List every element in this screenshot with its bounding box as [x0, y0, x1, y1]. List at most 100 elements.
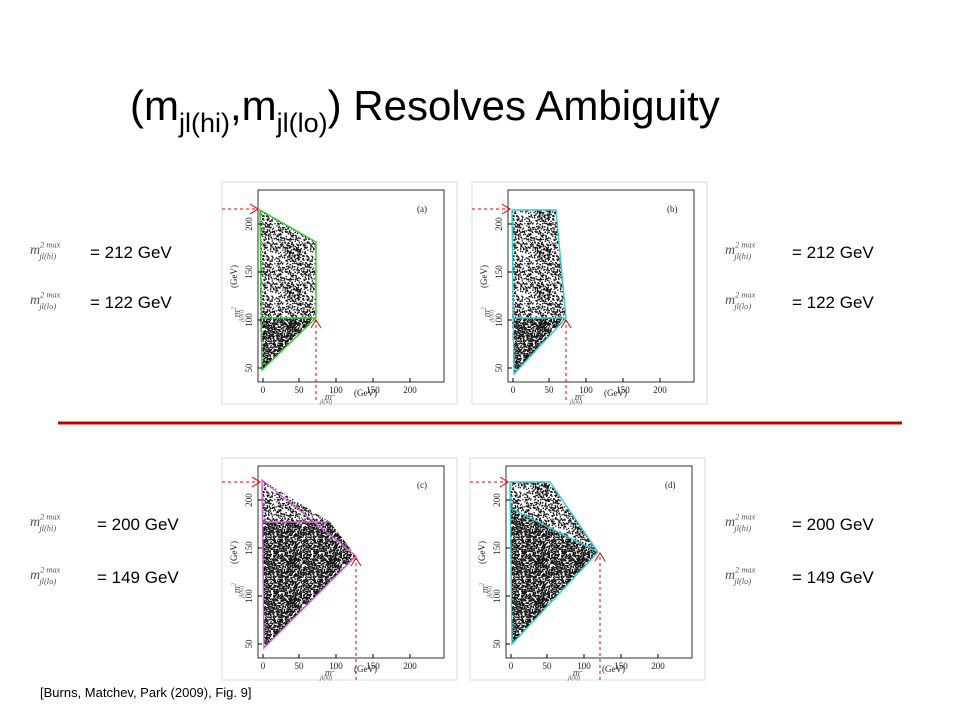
y-tick-label: 200	[244, 493, 254, 507]
annotation-value: = 122 GeV	[792, 293, 874, 312]
sym-sub: jl(lo)	[38, 302, 56, 311]
plot-frame	[507, 189, 695, 383]
x-axis-label: m2 jl(lo) (GeV)	[319, 664, 377, 682]
annotation-value: = 122 GeV	[90, 293, 172, 312]
sym-base: m	[575, 392, 582, 403]
title-sub: jl(hi)	[178, 108, 230, 138]
sym-sup: 2	[482, 307, 488, 310]
sym-sub: jl(hi)	[239, 310, 246, 323]
y-tick-label: 100	[244, 313, 254, 327]
math-symbol: m2jl(hi)	[232, 307, 246, 323]
y-tick-label: 50	[244, 363, 254, 373]
annotation-value: = 200 GeV	[792, 515, 874, 534]
region-outline	[261, 478, 358, 650]
sym-sub: jl(lo)	[733, 302, 751, 311]
sym-sup: 2	[332, 668, 335, 674]
region-dark	[262, 522, 356, 648]
x-axis-unit: (GeV)	[604, 388, 627, 398]
sym-base: m	[325, 392, 332, 403]
y-tick-label: 150	[244, 541, 254, 555]
panel-label: (b)	[667, 204, 678, 214]
math-symbol: m2 jl(lo)	[569, 392, 585, 406]
sym-base: m	[725, 515, 735, 530]
x-tick-label: 200	[403, 661, 417, 671]
y-axis-label: m2jl(hi) (GeV)	[229, 541, 246, 599]
panel-bg	[471, 181, 708, 405]
math-symbol: m2jl(hi)	[480, 583, 494, 599]
region-light	[512, 210, 566, 318]
x-axis-label: m2 jl(lo) (GeV)	[567, 664, 625, 682]
y-axis-unit: (GeV)	[229, 541, 239, 564]
sym-sup: 2	[232, 307, 238, 310]
annotation-value: = 149 GeV	[792, 568, 874, 587]
math-symbol: m2 jl(lo)	[319, 668, 335, 682]
x-tick-label: 150	[614, 661, 628, 671]
region-light	[262, 480, 330, 522]
sym-sub: jl(lo)	[319, 675, 332, 682]
sym-sub: jl(hi)	[239, 586, 246, 599]
x-tick-label: 0	[261, 661, 266, 671]
sym-base: m	[30, 515, 40, 530]
sym-base: m	[30, 568, 40, 583]
math-symbol: m2 max jl(hi)	[725, 241, 756, 261]
sym-sub: jl(lo)	[733, 577, 751, 586]
annotation-value: = 149 GeV	[97, 568, 179, 587]
sym-sup: 2	[232, 583, 238, 586]
sym-base: m	[725, 243, 735, 258]
x-tick-label: 100	[329, 385, 343, 395]
x-axis-label: m2 jl(lo) (GeV)	[319, 388, 377, 406]
sym-base: m	[480, 586, 491, 593]
region-dark	[510, 508, 598, 644]
x-tick-label: 0	[509, 661, 514, 671]
y-tick-label: 50	[494, 363, 504, 373]
sym-base: m	[232, 586, 243, 593]
y-tick-label: 150	[244, 265, 254, 279]
sym-base: m	[30, 293, 40, 308]
y-tick-label: 50	[492, 639, 502, 649]
sym-sub: jl(lo)	[569, 399, 582, 406]
x-tick-label: 100	[577, 661, 591, 671]
x-tick-label: 200	[651, 661, 665, 671]
x-axis-unit: (GeV)	[354, 664, 377, 674]
x-axis-unit: (GeV)	[354, 388, 377, 398]
sym-sub: jl(hi)	[733, 524, 751, 533]
x-tick-label: 0	[261, 385, 266, 395]
math-symbol: m2 max jl(lo)	[725, 291, 756, 311]
sym-sup: 2	[480, 583, 486, 586]
panel-bg	[469, 457, 706, 681]
math-symbol: m2 jl(lo)	[319, 392, 335, 406]
plot-frame	[257, 189, 445, 383]
y-axis-label: m2jl(hi) (GeV)	[477, 541, 494, 599]
title-sub: jl(lo)	[276, 108, 328, 138]
math-symbol: m2 max jl(lo)	[725, 566, 756, 586]
y-axis-unit: (GeV)	[229, 265, 239, 288]
sym-sub: jl(lo)	[319, 399, 332, 406]
annotation-value: = 212 GeV	[792, 243, 874, 262]
y-tick-label: 150	[494, 265, 504, 279]
sym-sup: 2 max	[735, 291, 756, 300]
x-tick-label: 150	[366, 661, 380, 671]
arrows	[222, 203, 606, 680]
panel-label: (a)	[417, 204, 427, 214]
math-symbol: m2 max jl(hi)	[30, 513, 61, 533]
panel-bg	[221, 181, 458, 405]
x-tick-label: 100	[329, 661, 343, 671]
citation: [Burns, Matchev, Park (2009), Fig. 9]	[40, 685, 251, 700]
x-tick-label: 50	[295, 661, 305, 671]
y-axis-unit: (GeV)	[479, 265, 489, 288]
annotation-value: = 200 GeV	[97, 515, 179, 534]
x-tick-label: 50	[545, 385, 555, 395]
x-tick-label: 150	[366, 385, 380, 395]
math-symbol: m2 max jl(lo)	[30, 566, 61, 586]
sym-sup: 2	[582, 392, 585, 398]
sym-sub: jl(lo)	[567, 675, 580, 682]
y-tick-label: 100	[244, 589, 254, 603]
x-tick-label: 200	[653, 385, 667, 395]
